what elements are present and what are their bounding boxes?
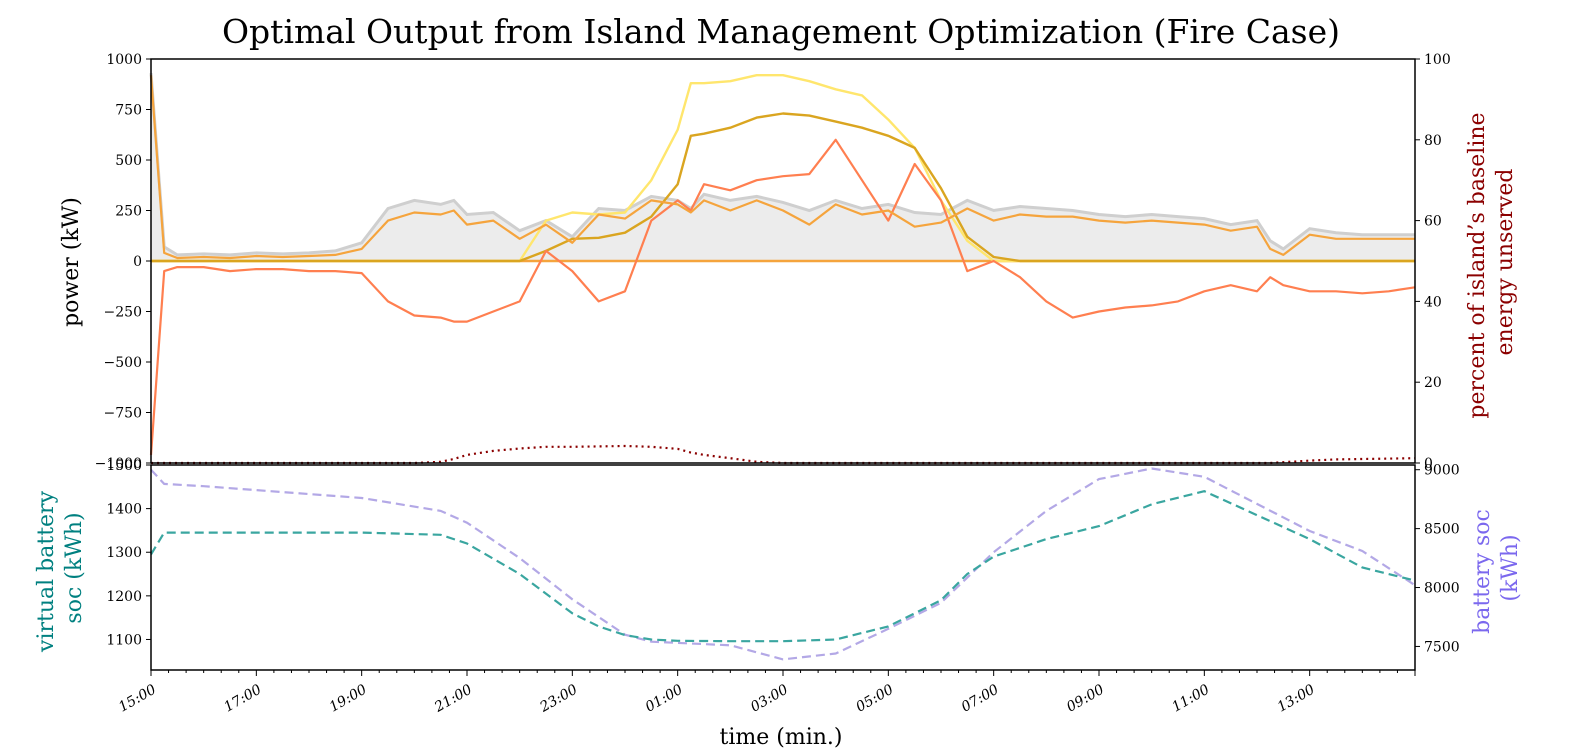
battery-soc-tick-label: 8000 <box>1424 581 1460 597</box>
time-tick-label: 13:00 <box>1275 682 1318 716</box>
battery-soc-axis-label-line2: (kWh) <box>1498 534 1523 601</box>
top-panel-marks <box>149 72 1416 465</box>
virtual-soc-axis-label-line2: soc (kWh) <box>62 512 87 623</box>
battery-soc-axis-label-line1: battery soc <box>1470 509 1495 634</box>
virtual-soc-tick-label: 1400 <box>106 502 142 518</box>
unserved-tick-label: 60 <box>1424 214 1442 230</box>
time-tick-label: 01:00 <box>643 682 686 716</box>
chart-title: Optimal Output from Island Management Op… <box>222 12 1340 51</box>
time-tick-label: 19:00 <box>327 682 370 716</box>
virtual-soc-tick-label: 1500 <box>106 458 142 474</box>
unserved-tick-label: 80 <box>1424 133 1442 149</box>
unserved-tick-label: 0 <box>1424 456 1433 472</box>
net-supply-line <box>149 75 1415 260</box>
virtual-soc-tick-label: 1100 <box>106 632 142 648</box>
power-tick-label: 1000 <box>106 52 142 68</box>
bottom-soc-panel: 1100 1200 1300 1400 1500 7500 8000 8500 9000 15… <box>106 458 1459 716</box>
time-tick-label: 05:00 <box>853 682 896 716</box>
time-tick-label: 11:00 <box>1169 682 1212 716</box>
coral-power-line <box>149 138 1416 455</box>
solar-dispatch-line <box>151 112 1415 263</box>
unserved-axis-label: percent of island’s baseline energy unse… <box>1465 105 1518 418</box>
time-tick-label: 09:00 <box>1064 682 1107 716</box>
bottom-left-axis: 1100 1200 1300 1400 1500 <box>106 458 151 648</box>
load-band-edge <box>149 72 1415 257</box>
time-tick-label: 15:00 <box>116 682 159 716</box>
battery-soc-tick-label: 9000 <box>1424 463 1460 479</box>
unserved-tick-label: 20 <box>1424 375 1442 391</box>
power-tick-label: 0 <box>133 254 142 270</box>
time-tick-label: 03:00 <box>748 682 791 716</box>
power-axis-label: power (kW) <box>59 197 84 327</box>
virtual-soc-axis-label-line1: virtual battery <box>34 490 59 653</box>
time-axis: 15:00 17:00 19:00 21:00 23:00 01:00 03:00 05:00… <box>116 670 1416 717</box>
battery-soc-tick-label: 7500 <box>1424 639 1460 655</box>
virtual-battery-soc-line <box>150 490 1416 643</box>
unserved-percent-line <box>151 444 1416 465</box>
time-tick-label: 21:00 <box>431 682 475 717</box>
power-tick-label: 500 <box>115 153 142 169</box>
battery-soc-axis-label: battery soc (kWh) <box>1470 502 1523 634</box>
battery-soc-line <box>150 467 1416 661</box>
power-tick-label: −250 <box>104 305 142 321</box>
virtual-soc-axis-label: virtual battery soc (kWh) <box>34 484 87 653</box>
power-tick-label: −750 <box>104 406 142 422</box>
unserved-axis-label-line2: energy unserved <box>1493 169 1518 356</box>
virtual-soc-tick-label: 1200 <box>106 589 142 605</box>
battery-soc-tick-label: 8500 <box>1424 522 1460 538</box>
time-tick-label: 07:00 <box>959 682 1002 716</box>
time-tick-label: 23:00 <box>537 682 581 717</box>
top-right-axis: 0 20 40 60 80 100 <box>1415 52 1451 472</box>
load-band-area <box>151 73 1415 261</box>
top-left-axis: −1000 −750 −500 −250 0 250 500 750 1000 <box>95 52 151 472</box>
bottom-right-axis: 7500 8000 8500 9000 <box>1415 463 1460 655</box>
power-tick-label: −500 <box>104 355 142 371</box>
time-tick-label: 17:00 <box>221 682 264 716</box>
time-axis-label: time (min.) <box>720 725 843 748</box>
unserved-tick-label: 100 <box>1424 52 1451 68</box>
unserved-tick-label: 40 <box>1424 294 1442 310</box>
unserved-axis-label-line1: percent of island’s baseline <box>1465 112 1490 418</box>
virtual-soc-tick-label: 1300 <box>106 545 142 561</box>
power-tick-label: −1000 <box>95 456 142 472</box>
bottom-panel-marks <box>150 467 1416 661</box>
top-power-panel: −1000 −750 −500 −250 0 250 500 750 1000 0 20 40 60 8… <box>95 52 1451 472</box>
power-tick-label: 750 <box>115 103 142 119</box>
power-tick-label: 250 <box>115 204 142 220</box>
